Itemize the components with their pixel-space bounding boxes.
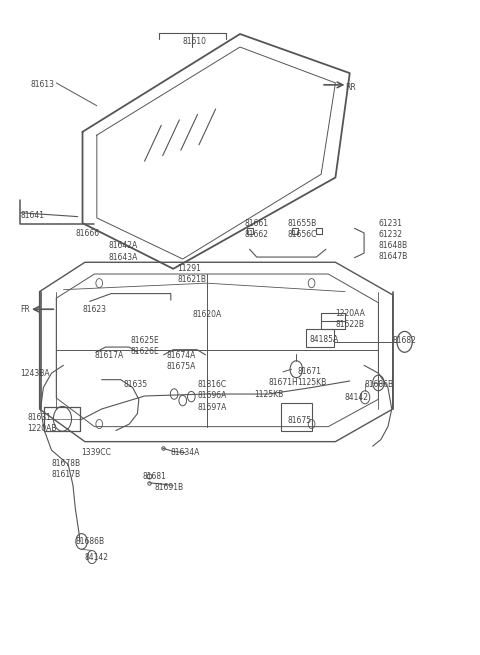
Text: 81635: 81635 bbox=[123, 381, 147, 389]
Text: 81617A: 81617A bbox=[95, 351, 124, 360]
Text: 1243BA: 1243BA bbox=[21, 369, 50, 378]
Text: 81626E: 81626E bbox=[130, 347, 159, 356]
Text: 1339CC: 1339CC bbox=[82, 448, 111, 457]
Text: 81686B: 81686B bbox=[364, 381, 393, 389]
Text: 81613: 81613 bbox=[30, 81, 54, 89]
Text: FR: FR bbox=[21, 305, 30, 314]
Text: 81631: 81631 bbox=[28, 413, 52, 422]
Text: 81675: 81675 bbox=[288, 416, 312, 424]
Bar bbox=[281, 403, 312, 430]
Text: 81617B: 81617B bbox=[51, 470, 81, 479]
Text: 81622B: 81622B bbox=[336, 320, 364, 329]
Text: 81675A: 81675A bbox=[166, 362, 195, 371]
Bar bbox=[306, 329, 334, 347]
Text: 81681: 81681 bbox=[142, 472, 166, 481]
Text: 81656C: 81656C bbox=[288, 230, 317, 238]
Text: 81647B: 81647B bbox=[378, 252, 408, 261]
Text: 84142: 84142 bbox=[345, 393, 369, 402]
Text: 81655B: 81655B bbox=[288, 219, 317, 228]
Text: 1125KB: 1125KB bbox=[297, 379, 326, 388]
Text: 81623: 81623 bbox=[83, 305, 107, 314]
Text: 81696A: 81696A bbox=[197, 392, 227, 400]
Text: 81671H: 81671H bbox=[269, 379, 299, 388]
Text: 81625E: 81625E bbox=[130, 336, 159, 345]
Text: 1220AB: 1220AB bbox=[28, 424, 57, 433]
Text: 81666: 81666 bbox=[75, 229, 99, 238]
Text: 81671: 81671 bbox=[297, 367, 321, 377]
Text: 84142: 84142 bbox=[85, 553, 109, 561]
Text: 81686B: 81686B bbox=[75, 537, 105, 546]
Text: 81610: 81610 bbox=[183, 37, 207, 47]
Text: 61232: 61232 bbox=[378, 230, 402, 238]
Text: 81661: 81661 bbox=[245, 219, 269, 228]
Text: 81642A: 81642A bbox=[109, 242, 138, 250]
Text: 11291: 11291 bbox=[177, 265, 201, 273]
Text: 81648B: 81648B bbox=[378, 241, 408, 250]
Text: 84185A: 84185A bbox=[309, 335, 338, 344]
Text: 81691B: 81691B bbox=[154, 483, 183, 492]
Text: 81634A: 81634A bbox=[171, 448, 200, 457]
Text: 81643A: 81643A bbox=[109, 253, 138, 261]
Text: 81697A: 81697A bbox=[197, 403, 227, 411]
Text: 81678B: 81678B bbox=[51, 458, 81, 468]
Text: 81620A: 81620A bbox=[192, 310, 222, 319]
Text: 81674A: 81674A bbox=[166, 351, 195, 360]
Text: 81641: 81641 bbox=[21, 211, 45, 220]
Text: 61231: 61231 bbox=[378, 219, 402, 228]
Text: 81682: 81682 bbox=[393, 336, 417, 345]
Text: RR: RR bbox=[345, 83, 356, 92]
Text: 81621B: 81621B bbox=[177, 275, 206, 284]
Text: 1125KB: 1125KB bbox=[254, 390, 284, 398]
Text: 81662: 81662 bbox=[245, 230, 269, 238]
Text: 1220AA: 1220AA bbox=[336, 309, 365, 318]
Text: 81816C: 81816C bbox=[197, 381, 226, 389]
